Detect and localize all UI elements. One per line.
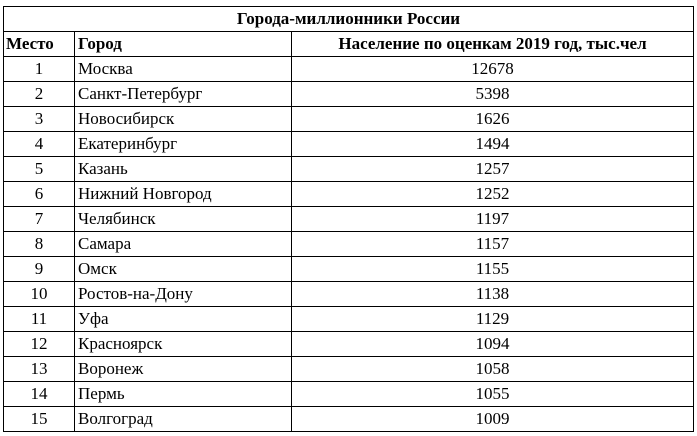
population-cell[interactable]: 1155 (290, 256, 695, 282)
population-cell[interactable]: 1129 (290, 306, 695, 332)
population-cell[interactable]: 1009 (290, 406, 695, 432)
city-cell[interactable]: Новосибирск (74, 106, 292, 132)
table-title[interactable]: Города-миллионники России (2, 6, 695, 32)
rank-cell[interactable]: 15 (3, 406, 75, 432)
city-cell[interactable]: Санкт-Петербург (74, 81, 292, 107)
city-cell[interactable]: Челябинск (74, 206, 292, 232)
table-row: 12 Красноярск 1094 (3, 331, 695, 357)
city-cell[interactable]: Волгоград (74, 406, 292, 432)
table-row: 1 Москва 12678 (3, 56, 695, 82)
rank-cell[interactable]: 8 (3, 231, 75, 257)
table-row: 2 Санкт-Петербург 5398 (3, 81, 695, 107)
city-cell[interactable]: Ростов-на-Дону (74, 281, 292, 307)
city-cell[interactable]: Екатеринбург (74, 131, 292, 157)
city-cell[interactable]: Москва (74, 56, 292, 82)
city-cell[interactable]: Омск (74, 256, 292, 282)
population-cell[interactable]: 1257 (290, 156, 695, 182)
table-row: 10 Ростов-на-Дону 1138 (3, 281, 695, 307)
rank-cell[interactable]: 10 (3, 281, 75, 307)
rank-cell[interactable]: 12 (3, 331, 75, 357)
rank-cell[interactable]: 14 (3, 381, 75, 407)
population-cell[interactable]: 1494 (290, 131, 695, 157)
header-rank[interactable]: Место (3, 31, 75, 57)
city-cell[interactable]: Пермь (74, 381, 292, 407)
city-cell[interactable]: Красноярск (74, 331, 292, 357)
header-city[interactable]: Город (74, 31, 292, 57)
table-row: 6 Нижний Новгород 1252 (3, 181, 695, 207)
table-row: 7 Челябинск 1197 (3, 206, 695, 232)
population-cell[interactable]: 1626 (290, 106, 695, 132)
city-cell[interactable]: Воронеж (74, 356, 292, 382)
table-row: 14 Пермь 1055 (3, 381, 695, 407)
table-row: 11 Уфа 1129 (3, 306, 695, 332)
header-population[interactable]: Население по оценкам 2019 год, тыс.чел (290, 31, 695, 57)
rank-cell[interactable]: 6 (3, 181, 75, 207)
population-cell[interactable]: 1157 (290, 231, 695, 257)
table-row: 5 Казань 1257 (3, 156, 695, 182)
population-cell[interactable]: 1094 (290, 331, 695, 357)
table-row: 15 Волгоград 1009 (3, 406, 695, 432)
city-cell[interactable]: Уфа (74, 306, 292, 332)
table-row: 8 Самара 1157 (3, 231, 695, 257)
population-cell[interactable]: 1055 (290, 381, 695, 407)
rank-cell[interactable]: 3 (3, 106, 75, 132)
population-cell[interactable]: 1252 (290, 181, 695, 207)
rank-cell[interactable]: 4 (3, 131, 75, 157)
rank-cell[interactable]: 11 (3, 306, 75, 332)
population-cell[interactable]: 1197 (290, 206, 695, 232)
population-cell[interactable]: 1058 (290, 356, 695, 382)
cities-table: Города-миллионники России Место Город На… (2, 6, 695, 432)
rank-cell[interactable]: 13 (3, 356, 75, 382)
table-row: 13 Воронеж 1058 (3, 356, 695, 382)
rank-cell[interactable]: 9 (3, 256, 75, 282)
city-cell[interactable]: Нижний Новгород (74, 181, 292, 207)
city-cell[interactable]: Самара (74, 231, 292, 257)
title-row: Города-миллионники России (2, 6, 695, 32)
table-row: 9 Омск 1155 (3, 256, 695, 282)
rank-cell[interactable]: 7 (3, 206, 75, 232)
table-row: 4 Екатеринбург 1494 (3, 131, 695, 157)
rank-cell[interactable]: 2 (3, 81, 75, 107)
population-cell[interactable]: 12678 (290, 56, 695, 82)
table-row: 3 Новосибирск 1626 (3, 106, 695, 132)
table-body: 1 Москва 12678 2 Санкт-Петербург 5398 3 Новосиб… (3, 56, 695, 432)
population-cell[interactable]: 1138 (290, 281, 695, 307)
rank-cell[interactable]: 5 (3, 156, 75, 182)
rank-cell[interactable]: 1 (3, 56, 75, 82)
population-cell[interactable]: 5398 (290, 81, 695, 107)
header-row: Место Город Население по оценкам 2019 го… (3, 31, 695, 57)
city-cell[interactable]: Казань (74, 156, 292, 182)
